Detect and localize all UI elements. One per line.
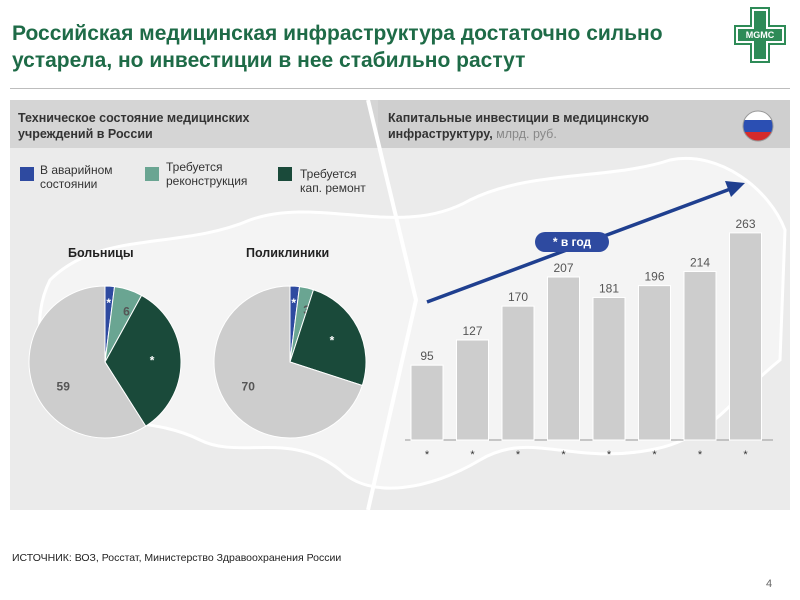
- right-header-unit: млрд. руб.: [496, 127, 557, 141]
- cross-logo-icon: MGMC: [734, 7, 786, 63]
- pie-title-hospitals: Больницы: [68, 246, 134, 260]
- pie-slice-ok: [213, 285, 363, 439]
- category-label-4: *: [561, 449, 566, 461]
- pie-chart-clinics: *3*70: [213, 285, 367, 439]
- pie-label-ok: 70: [242, 379, 256, 393]
- pie-slice-repair: [289, 289, 367, 387]
- pie-chart-hospitals: * 6 * 59: [28, 285, 182, 439]
- pie-label-repair: *: [150, 354, 155, 368]
- pie-label-reconstruction: 6: [123, 304, 130, 318]
- category-label-3: *: [516, 449, 521, 461]
- legend-emergency-label: В аварийном состоянии: [40, 163, 113, 191]
- pie-slice-ok: [28, 285, 147, 439]
- bar-8: [729, 232, 762, 441]
- bar-value-label-7: 214: [690, 255, 710, 269]
- bar-value-label-6: 196: [644, 270, 664, 284]
- bar-4: [547, 276, 580, 441]
- pie-label-ok: 59: [57, 379, 71, 393]
- slide-title: Российская медицинская инфраструктура до…: [12, 22, 663, 72]
- pie-label-emergency: *: [291, 296, 296, 310]
- legend-reconstruction-swatch: [145, 167, 159, 181]
- bar-value-label-4: 207: [553, 261, 573, 275]
- bar-1: [410, 364, 444, 441]
- bar-7: [683, 270, 717, 441]
- category-label-8: *: [743, 449, 748, 461]
- logo-text: MGMC: [746, 30, 775, 40]
- category-label-2: *: [470, 449, 475, 461]
- page-number: 4: [766, 578, 773, 590]
- bar-value-label-3: 170: [508, 290, 528, 304]
- bar-chart-investments: 95 * 127 * 170 * 207 * 181 * 196 * 214 * 263 * * в год: [405, 181, 773, 461]
- title-divider: [10, 88, 790, 89]
- right-header-band: [378, 100, 790, 148]
- right-header: Капитальные инвестиции в медицинскую инф…: [388, 110, 728, 142]
- category-label-7: *: [698, 449, 703, 461]
- bar-value-label-1: 95: [420, 349, 434, 363]
- pie-label-repair: *: [330, 334, 335, 348]
- category-label-5: *: [607, 449, 612, 461]
- category-label-6: *: [652, 449, 657, 461]
- bar-2: [456, 339, 489, 441]
- bar-3: [501, 305, 535, 441]
- pie-slice-repair: [104, 294, 182, 427]
- legend-repair-swatch: [278, 167, 292, 181]
- bar-value-label-5: 181: [599, 281, 619, 295]
- bar-value-label-2: 127: [462, 324, 482, 338]
- legend-repair-label: Требуется кап. ремонт: [300, 167, 366, 195]
- trend-arrowhead: [725, 181, 745, 197]
- pie-label-emergency: *: [106, 296, 111, 310]
- bar-6: [638, 285, 671, 441]
- bar-value-label-8: 263: [735, 217, 755, 231]
- annotation-badge: [535, 232, 609, 252]
- legend-reconstruction-label: Требуется реконструкция: [166, 160, 248, 188]
- bar-5: [592, 296, 626, 441]
- annotation-badge-text: * в год: [553, 235, 592, 249]
- category-label-1: *: [425, 449, 430, 461]
- right-header-text: Капитальные инвестиции в медицинскую инф…: [388, 111, 649, 141]
- source-note: ИСТОЧНИК: ВОЗ, Росстат, Министерство Здр…: [12, 552, 342, 564]
- left-header: Техническое состояние медицинских учрежд…: [18, 111, 250, 141]
- legend-emergency-swatch: [20, 167, 34, 181]
- panel-divider-chevron: [366, 100, 419, 510]
- russia-flag-icon: [742, 110, 774, 142]
- pie-title-clinics: Поликлиники: [246, 246, 330, 260]
